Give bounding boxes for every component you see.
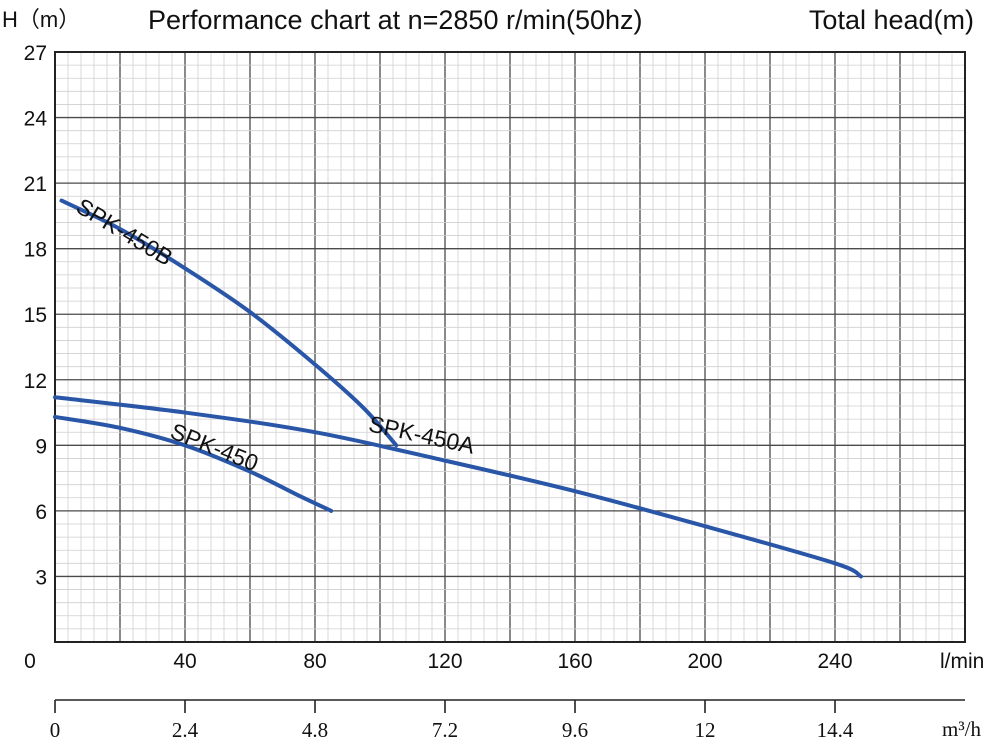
x-tick-label: 200 [687,650,722,673]
secondary-x-ticks: 0 2.4 4.8 7.2 9.6 12 14.4 [50,700,854,742]
y-axis-label-right: Total head(m) [809,5,974,35]
curve-spk-450 [53,414,334,513]
secondary-x-tick-label: 4.8 [302,718,328,742]
y-tick-label: 21 [24,173,47,196]
chart-title: Performance chart at n=2850 r/min(50hz) [148,5,643,35]
curve-spk-450b [59,198,399,448]
x-tick-label: 240 [817,650,852,673]
curve-label-spk-450a: SPK-450A [366,410,477,458]
x-tick-label: 160 [557,650,592,673]
secondary-x-tick-label: 7.2 [432,718,458,742]
plot-frame [54,51,966,643]
x-tick-label: 40 [173,650,196,673]
x-tick-labels: 0 40 80 120 160 200 240 [24,650,852,673]
curve-label-spk-450b: SPK-450B [72,193,177,271]
y-tick-label: 15 [24,304,47,327]
y-tick-label: 12 [24,370,47,393]
secondary-x-tick-label: 12 [695,718,716,742]
y-tick-labels: 3 6 9 12 15 18 21 24 27 [24,42,48,589]
y-tick-label: 6 [35,501,47,524]
curve-spk-450a [53,395,863,579]
secondary-x-tick-label: 14.4 [817,718,854,742]
x-tick-label: 80 [303,650,326,673]
curve-label-spk-450: SPK-450 [167,418,262,477]
grid [54,51,966,643]
x-tick-label: 120 [427,650,462,673]
y-axis-label-left: H（m） [2,7,80,32]
secondary-x-tick-label: 0 [50,718,61,742]
secondary-x-tick-label: 2.4 [172,718,199,742]
y-tick-label: 24 [24,108,48,131]
x-axis-unit-lpm: l/min [940,650,984,673]
y-tick-label: 18 [24,239,47,262]
x-axis-unit-m3h: m³/h [942,717,981,741]
y-tick-label: 9 [35,435,47,458]
x-tick-label: 0 [24,650,36,673]
y-tick-label: 3 [35,566,47,589]
secondary-x-tick-label: 9.6 [562,718,588,742]
y-tick-label: 27 [24,42,47,65]
